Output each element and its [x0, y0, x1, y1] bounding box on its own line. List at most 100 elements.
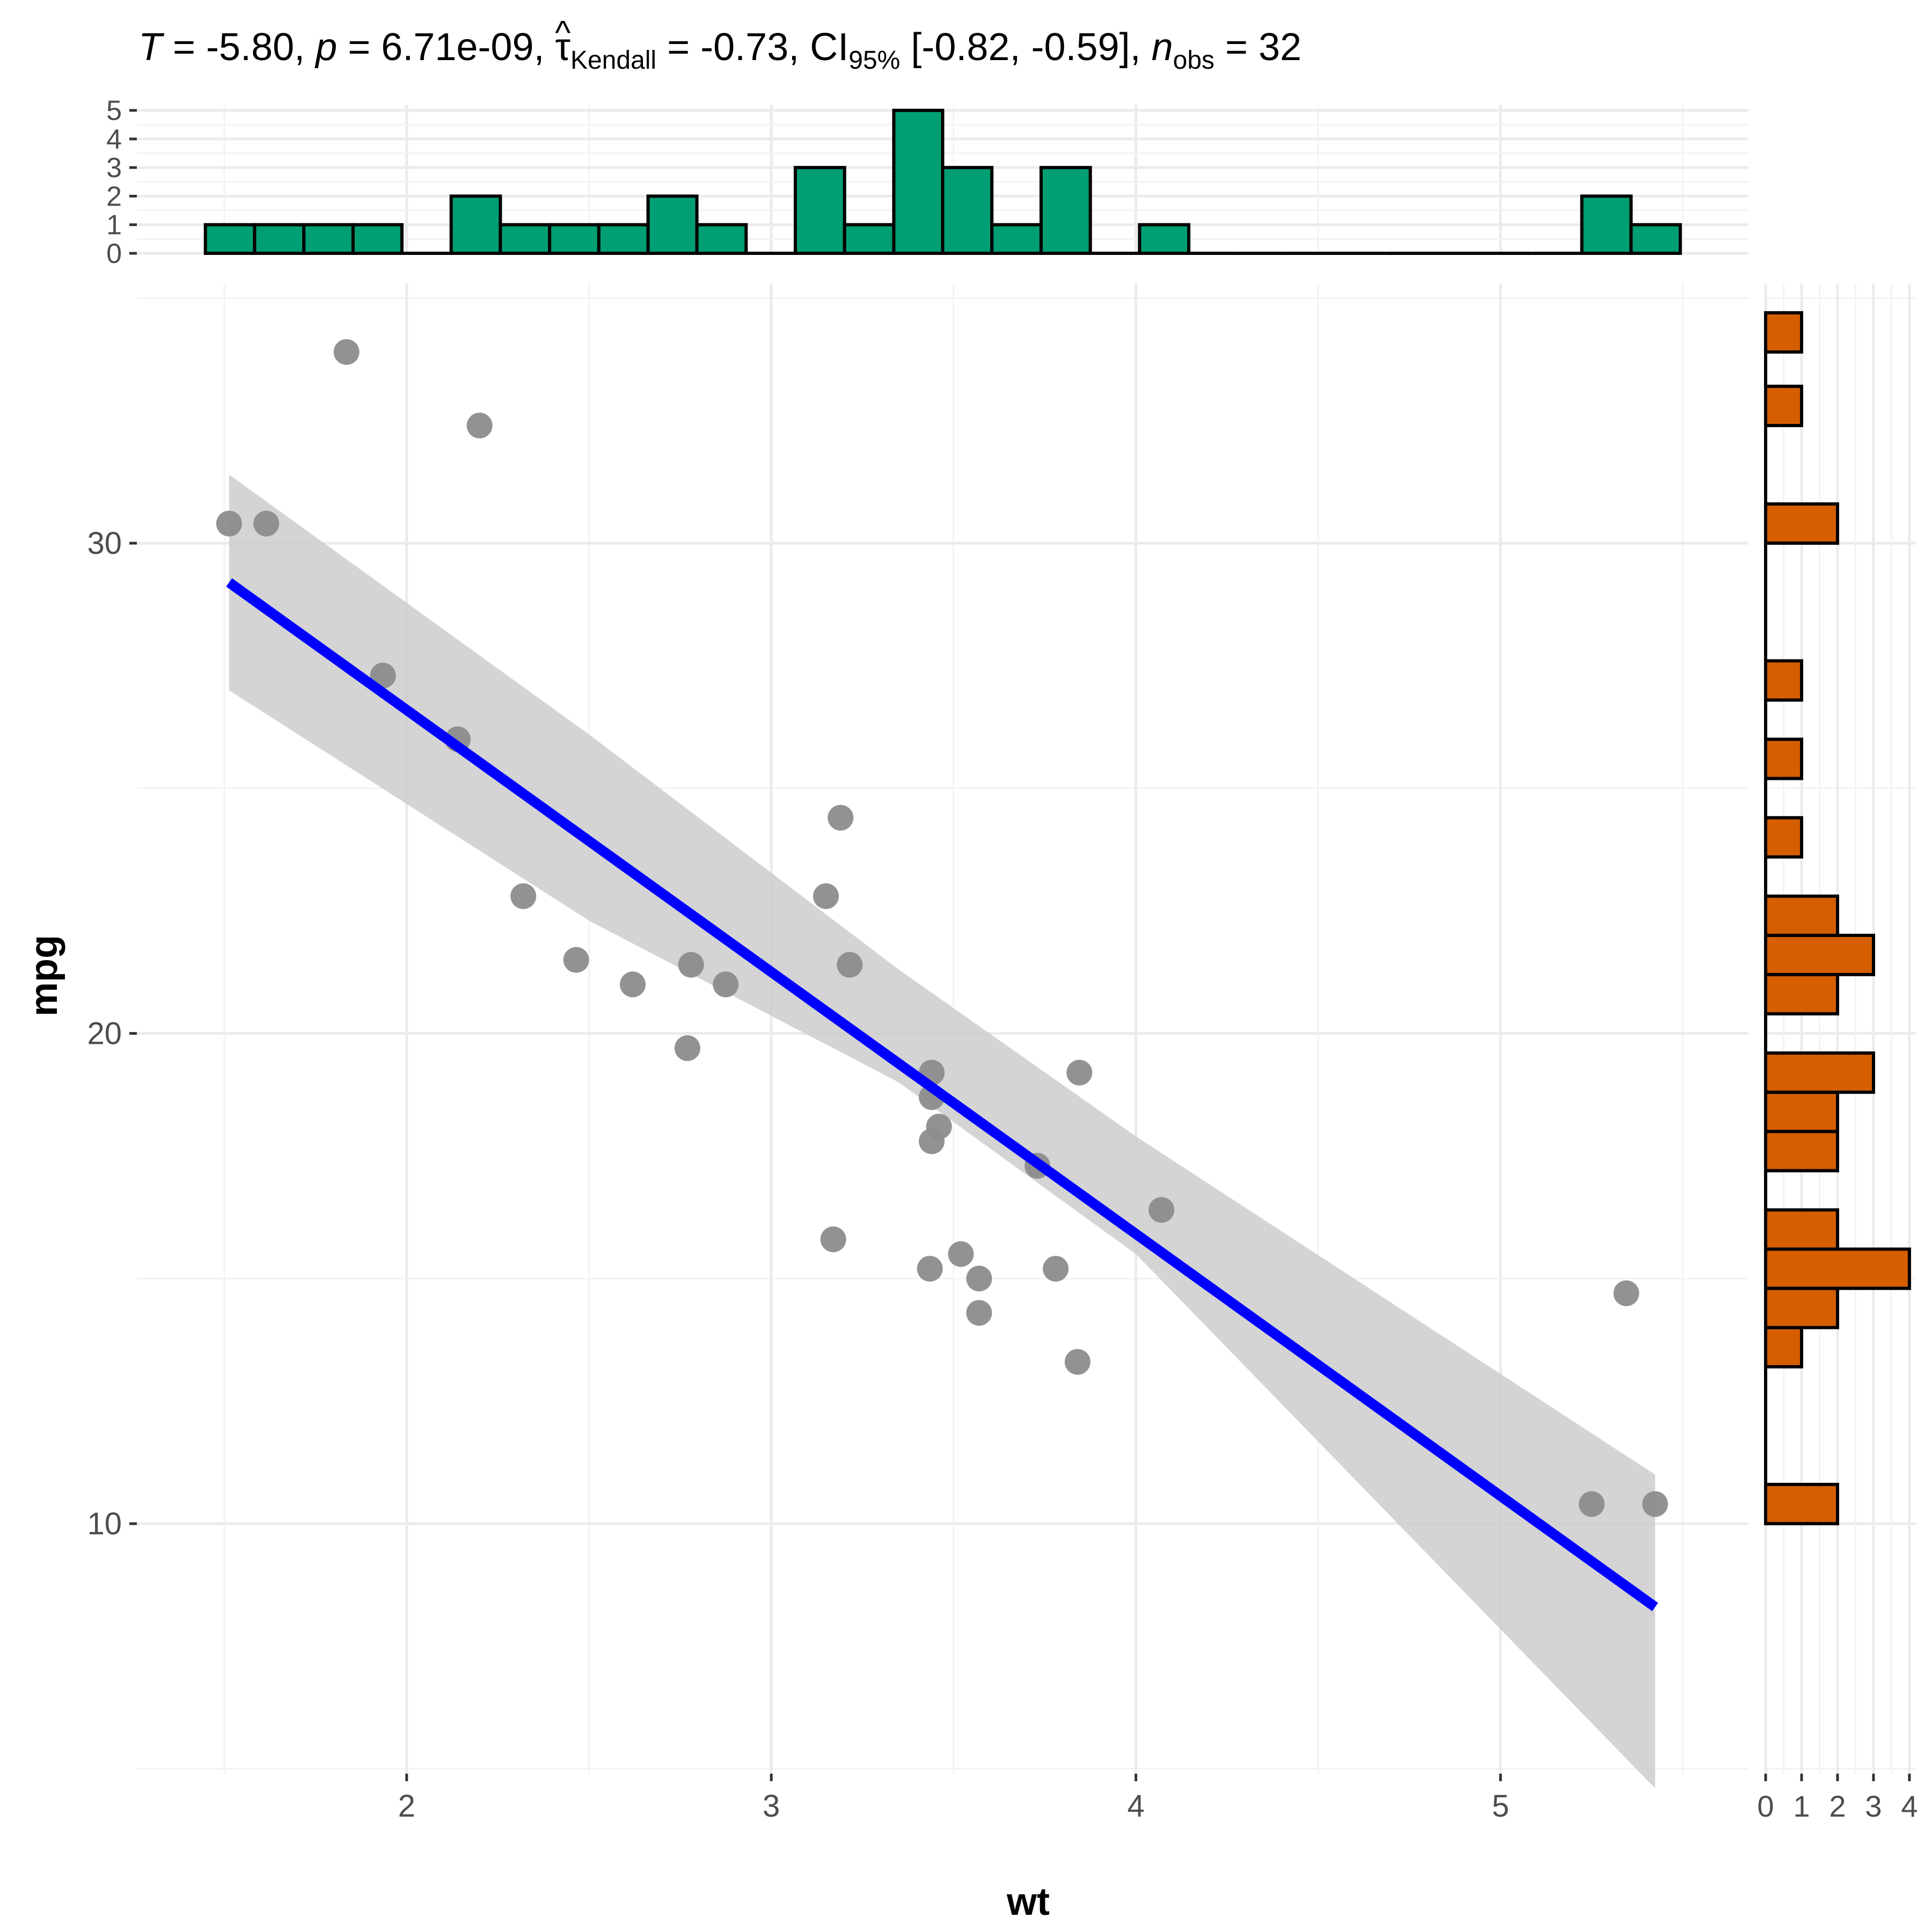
- top-histogram-bar: [548, 223, 601, 255]
- right-hist-count-label: 3: [1865, 1789, 1882, 1823]
- top-hist-count-label: 2: [106, 181, 122, 212]
- scatter-point: [966, 1300, 992, 1326]
- scatter-point: [674, 1035, 700, 1062]
- right-histogram-bar: [1764, 1247, 1911, 1290]
- top-histogram-bar: [843, 223, 896, 255]
- confidence-band: [229, 474, 1656, 1789]
- y-tick-label: 20: [87, 1016, 122, 1051]
- top-histogram-bar: [449, 194, 502, 255]
- title-tau-hat: ^: [555, 14, 570, 52]
- regression-line-group: [226, 578, 1658, 1612]
- right-histogram-bar: [1764, 1130, 1839, 1173]
- scatter-point: [678, 952, 704, 978]
- title-tau-symbol: τ: [555, 26, 570, 69]
- top-histogram-bar: [302, 223, 355, 255]
- title-n-symbol: n: [1152, 26, 1173, 69]
- right-histogram-bar: [1764, 933, 1875, 977]
- scatter-point: [1642, 1491, 1668, 1517]
- top-histogram-bar: [892, 108, 945, 255]
- right-histogram-bar: [1764, 737, 1803, 780]
- top-histogram-bar: [1629, 223, 1682, 255]
- right-hist-count-label: 4: [1901, 1789, 1918, 1823]
- right-histogram-bar: [1764, 659, 1803, 702]
- top-hist-count-label: 3: [106, 152, 122, 184]
- title-t-symbol: T: [138, 26, 165, 69]
- top-hist-count-label: 0: [106, 238, 122, 269]
- top-histogram-bar: [499, 223, 552, 255]
- scatter-point: [370, 662, 396, 689]
- scatter-point: [919, 1128, 945, 1154]
- right-histogram-bar: [1764, 1091, 1839, 1133]
- top-histogram-bar: [990, 223, 1043, 255]
- top-histogram-bar: [1580, 194, 1633, 255]
- scatter-point: [917, 1256, 943, 1282]
- title-n-value: = 32: [1214, 26, 1301, 69]
- scatter-point: [966, 1265, 992, 1292]
- top-histogram-bar: [597, 223, 650, 255]
- right-histogram-bar: [1764, 1483, 1839, 1526]
- top-hist-count-label: 5: [106, 96, 122, 127]
- title-ci-value: [-0.82, -0.59],: [900, 26, 1151, 69]
- right-histogram-bar: [1764, 816, 1803, 859]
- top-histogram-bar: [351, 223, 404, 255]
- right-hist-count-label: 0: [1757, 1789, 1774, 1823]
- scatter-point: [1064, 1349, 1091, 1375]
- top-histogram-bars: [203, 108, 1682, 255]
- scatter-point: [828, 804, 854, 831]
- top-histogram-bar: [1138, 223, 1191, 255]
- title-tau-subscript: Kendall: [570, 46, 656, 75]
- title-ci-subscript: 95%: [848, 46, 900, 75]
- scatter-point: [1043, 1256, 1069, 1282]
- x-tick-label: 3: [763, 1789, 780, 1824]
- right-hist-count-label: 1: [1793, 1789, 1810, 1823]
- scatter-point: [1066, 1059, 1093, 1086]
- title-p-value: = 6.71e-09,: [337, 26, 555, 69]
- x-tick-label: 5: [1492, 1789, 1509, 1824]
- scatter-point: [253, 510, 280, 537]
- scatter-point: [1148, 1197, 1175, 1223]
- top-histogram-bar: [695, 223, 748, 255]
- scatter-point: [820, 1226, 846, 1253]
- scatter-point: [510, 883, 537, 909]
- scatter-point: [1578, 1491, 1605, 1517]
- right-hist-count-label: 2: [1829, 1789, 1846, 1823]
- scatter-point: [837, 952, 863, 978]
- right-histogram-bar: [1764, 1051, 1875, 1094]
- top-histogram-bar: [794, 166, 846, 255]
- y-tick-label: 30: [87, 526, 122, 561]
- right-histogram-bar: [1764, 502, 1839, 545]
- chart-title: T = -5.80, p = 6.71e-09, τKendall = -0.7…: [138, 26, 1301, 75]
- right-histogram-bar: [1764, 1208, 1839, 1251]
- title-tau-value: = -0.73, CI: [656, 26, 848, 69]
- scatter-point: [948, 1241, 974, 1267]
- scatter-point: [1613, 1280, 1640, 1306]
- scatter-point: [713, 971, 739, 998]
- confidence-band-group: [229, 474, 1656, 1789]
- title-t-value: = -5.80,: [162, 26, 316, 69]
- right-histogram-bars: [1764, 311, 1911, 1526]
- scatter-point: [813, 883, 839, 909]
- top-histogram-bar: [1039, 166, 1092, 255]
- y-tick-label: 10: [87, 1506, 122, 1541]
- scatter-point: [216, 510, 242, 537]
- top-hist-count-label: 1: [106, 210, 122, 241]
- y-axis-title: mpg: [23, 935, 65, 1016]
- scatter-point: [620, 971, 646, 998]
- right-histogram-bar: [1764, 1286, 1839, 1329]
- top-histogram-bar: [941, 166, 994, 255]
- scatter-point: [333, 339, 360, 365]
- title-p-symbol: p: [314, 26, 337, 69]
- right-histogram-bar: [1764, 1326, 1803, 1368]
- right-histogram-bar: [1764, 384, 1803, 427]
- title-n-subscript: obs: [1173, 46, 1214, 75]
- right-histogram-bar: [1764, 894, 1839, 937]
- x-tick-label: 2: [398, 1789, 415, 1824]
- scatter-point: [466, 412, 493, 438]
- top-histogram-bar: [253, 223, 306, 255]
- top-histogram-bar: [646, 194, 699, 255]
- axes-ticks: [129, 109, 1911, 1781]
- x-tick-label: 4: [1127, 1789, 1144, 1824]
